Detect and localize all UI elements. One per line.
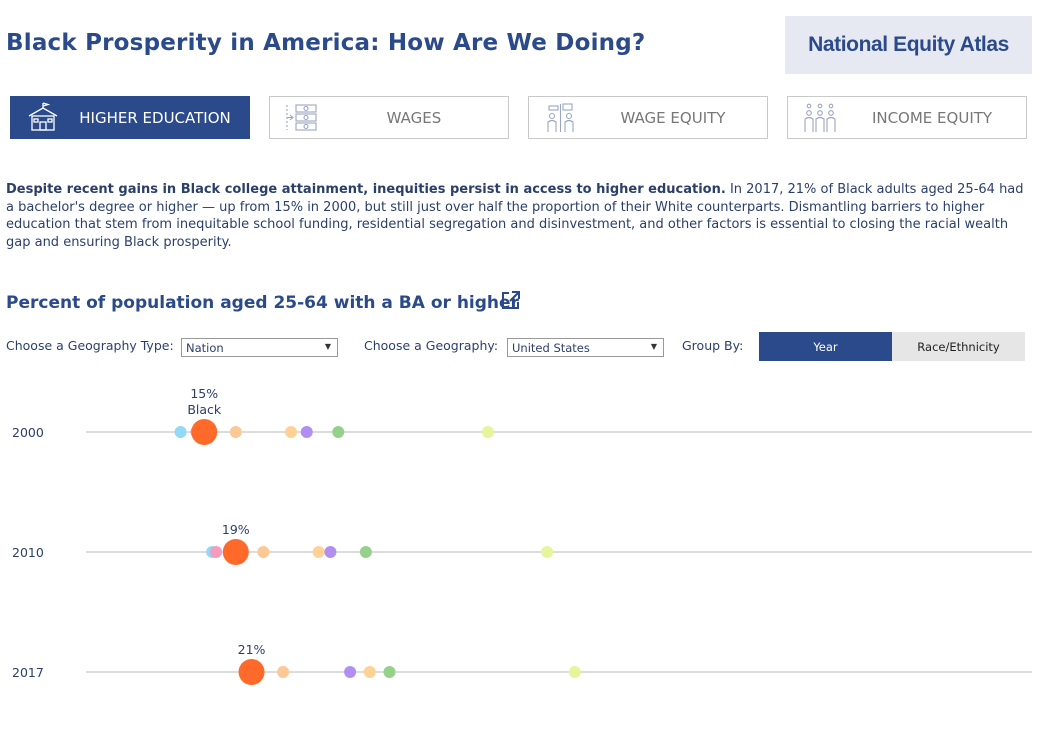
data-label: 21% [238,642,266,657]
external-link-icon[interactable] [500,289,522,311]
geography-type-label: Choose a Geography Type: [6,338,174,353]
dot-group-peach[interactable] [257,546,270,558]
group-by-race-ethnicity-button[interactable]: Race/Ethnicity [892,332,1025,361]
tab-label: INCOME EQUITY [871,108,993,127]
family-icon [804,103,836,132]
tab-label: WAGE EQUITY [620,108,726,127]
geography-select[interactable]: United States ▼ [507,338,664,357]
intro-bold: Despite recent gains in Black college at… [6,182,726,197]
geography-label: Choose a Geography: [364,338,499,353]
data-label: 15% [190,386,218,401]
dot-group-purple[interactable] [344,666,357,678]
people-scale-icon [547,103,574,132]
dot-group-lime[interactable] [541,546,554,558]
tab-higher-education[interactable]: HIGHER EDUCATION [10,96,250,139]
intro-paragraph: Despite recent gains in Black college at… [6,181,1031,251]
dot-group-green[interactable] [332,426,345,438]
dot-group-peach[interactable] [277,666,290,678]
dot-group-purple[interactable] [324,546,337,558]
tab-wage-equity[interactable]: WAGE EQUITY [528,96,768,139]
dot-group-green[interactable] [359,546,372,558]
row-label-2010: 2010 [12,545,44,560]
dot-plot-chart: 2000 15%Black 2010 19% 2017 21% [12,386,1032,685]
dot-group-green[interactable] [383,666,396,678]
national-equity-atlas-logo[interactable]: National Equity Atlas [785,16,1032,74]
dot-group-lightorange[interactable] [312,546,325,558]
dot-Black[interactable] [191,419,218,445]
dot-Black[interactable] [238,659,265,685]
geography-type-value: Nation [186,341,224,355]
dot-group-peach[interactable] [229,426,242,438]
intro-text: In 2017, 21% of Black adults aged 25-64 … [6,182,1024,250]
chevron-down-icon: ▼ [324,342,331,351]
dot-group-lime[interactable] [482,426,495,438]
row-label-2017: 2017 [12,665,44,680]
tab-label: WAGES [386,108,442,127]
dot-group-blue[interactable] [174,426,187,438]
tab-label: HIGHER EDUCATION [79,108,231,127]
dot-group-purple[interactable] [300,426,313,438]
logo-text: National Equity Atlas [808,33,1009,56]
tab-income-equity[interactable]: INCOME EQUITY [787,96,1027,139]
chart-title: Percent of population aged 25-64 with a … [6,293,519,313]
tab-wages[interactable]: WAGES [269,96,509,139]
chevron-down-icon: ▼ [650,342,657,351]
row-label-2000: 2000 [12,425,44,440]
school-icon [28,102,58,131]
dot-group-lime[interactable] [568,666,581,678]
data-label: 19% [222,522,250,537]
dot-group-lightorange[interactable] [363,666,376,678]
group-by-year-button[interactable]: Year [759,332,892,361]
dot-Black[interactable] [222,539,249,565]
money-stack-icon [286,104,317,131]
geography-value: United States [512,341,590,355]
dot-group-pink[interactable] [210,546,223,558]
geography-type-select[interactable]: Nation ▼ [181,338,338,357]
page-title: Black Prosperity in America: How Are We … [6,30,646,56]
dot-group-lightorange[interactable] [284,426,297,438]
data-sublabel: Black [187,402,222,417]
group-by-label: Group By: [682,338,744,353]
